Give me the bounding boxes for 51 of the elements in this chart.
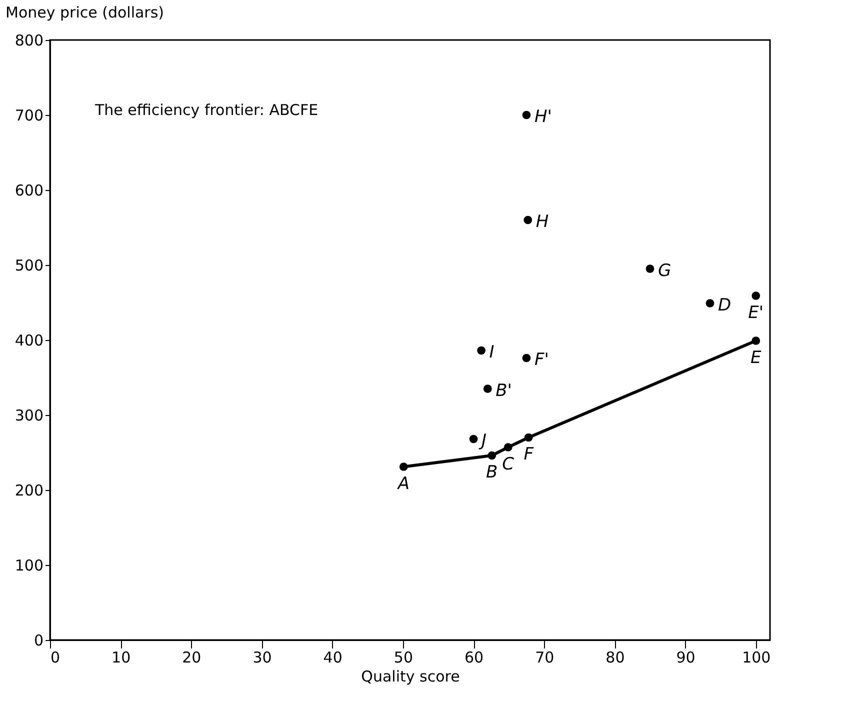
y-tick-label: 800 bbox=[14, 32, 44, 50]
annotation: F' bbox=[534, 350, 549, 370]
annotation: H' bbox=[534, 107, 552, 127]
annotation: G bbox=[658, 260, 672, 281]
annotation: J bbox=[478, 431, 487, 451]
y-tick-label: 400 bbox=[14, 332, 44, 350]
x-tick-label: 100 bbox=[742, 648, 771, 666]
annotation: E' bbox=[748, 302, 764, 323]
point bbox=[522, 110, 531, 120]
annotation: H bbox=[536, 212, 549, 232]
point bbox=[477, 346, 486, 355]
annotation: F bbox=[524, 444, 534, 464]
x-tick-label: 40 bbox=[323, 648, 342, 666]
annotation: D bbox=[718, 295, 732, 316]
x-tick-label: 0 bbox=[50, 648, 60, 666]
x-tick-label: 30 bbox=[252, 648, 272, 666]
y-tick-label: 300 bbox=[14, 406, 44, 424]
x-tick-label: 20 bbox=[182, 648, 202, 666]
point bbox=[706, 299, 714, 308]
annotation: I bbox=[489, 342, 494, 362]
point bbox=[752, 336, 760, 345]
point bbox=[483, 384, 492, 393]
point bbox=[488, 451, 496, 460]
point bbox=[504, 443, 512, 452]
y-tick-label: 500 bbox=[14, 256, 44, 274]
annotation: B bbox=[486, 462, 498, 482]
x-tick-label: 80 bbox=[606, 648, 625, 666]
point bbox=[524, 433, 533, 442]
annotation: C bbox=[502, 454, 514, 474]
y-tick-label: 200 bbox=[14, 482, 44, 500]
annotation: The efficiency frontier: ABCFE bbox=[94, 101, 318, 119]
y-tick-label: 700 bbox=[14, 106, 44, 124]
annotation: B' bbox=[496, 380, 512, 401]
point bbox=[646, 264, 654, 273]
y-tick-label: 0 bbox=[34, 632, 44, 650]
annotation: E bbox=[750, 348, 762, 368]
x-axis-title: Quality score bbox=[361, 668, 460, 686]
x-tick-label: 50 bbox=[394, 648, 413, 666]
y-axis-title: Money price (dollars) bbox=[6, 4, 164, 22]
y-tick-label: 600 bbox=[14, 182, 44, 200]
point bbox=[469, 434, 478, 444]
x-tick-label: 10 bbox=[112, 648, 131, 666]
x-tick-label: 60 bbox=[464, 648, 484, 666]
y-tick-label: 100 bbox=[14, 556, 44, 574]
point bbox=[399, 462, 408, 471]
point bbox=[524, 216, 532, 224]
point bbox=[752, 292, 760, 300]
x-tick-label: 70 bbox=[535, 648, 554, 666]
annotation: A bbox=[396, 474, 410, 494]
x-tick-label: 90 bbox=[676, 648, 696, 666]
point bbox=[522, 354, 531, 362]
